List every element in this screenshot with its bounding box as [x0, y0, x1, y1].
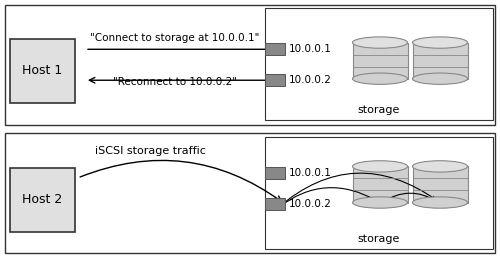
Ellipse shape: [352, 73, 408, 84]
Ellipse shape: [412, 37, 468, 48]
Ellipse shape: [352, 161, 408, 172]
Text: Host 2: Host 2: [22, 194, 62, 206]
Text: iSCSI storage traffic: iSCSI storage traffic: [94, 146, 206, 156]
Bar: [265, 167, 285, 179]
Bar: [352, 43, 408, 79]
Text: "Reconnect to 10.0.0.2": "Reconnect to 10.0.0.2": [113, 77, 237, 87]
Bar: [352, 166, 408, 203]
Bar: [10, 39, 75, 103]
Ellipse shape: [412, 197, 468, 208]
Bar: [5, 133, 495, 253]
Bar: [265, 137, 492, 249]
Bar: [265, 43, 285, 55]
Ellipse shape: [352, 37, 408, 48]
Bar: [412, 43, 468, 79]
Text: Host 1: Host 1: [22, 64, 62, 77]
Text: 10.0.0.1: 10.0.0.1: [289, 44, 332, 54]
Text: 10.0.0.2: 10.0.0.2: [289, 199, 332, 209]
Bar: [412, 166, 468, 203]
Bar: [5, 5, 495, 125]
Ellipse shape: [352, 197, 408, 208]
Text: storage: storage: [358, 105, 400, 115]
Bar: [10, 168, 75, 232]
Ellipse shape: [412, 73, 468, 84]
Text: storage: storage: [358, 234, 400, 244]
Bar: [265, 8, 492, 120]
Text: 10.0.0.2: 10.0.0.2: [289, 75, 332, 85]
Bar: [265, 198, 285, 210]
Bar: [265, 74, 285, 86]
Ellipse shape: [412, 161, 468, 172]
Text: 10.0.0.1: 10.0.0.1: [289, 168, 332, 178]
Text: "Connect to storage at 10.0.0.1": "Connect to storage at 10.0.0.1": [90, 33, 260, 43]
